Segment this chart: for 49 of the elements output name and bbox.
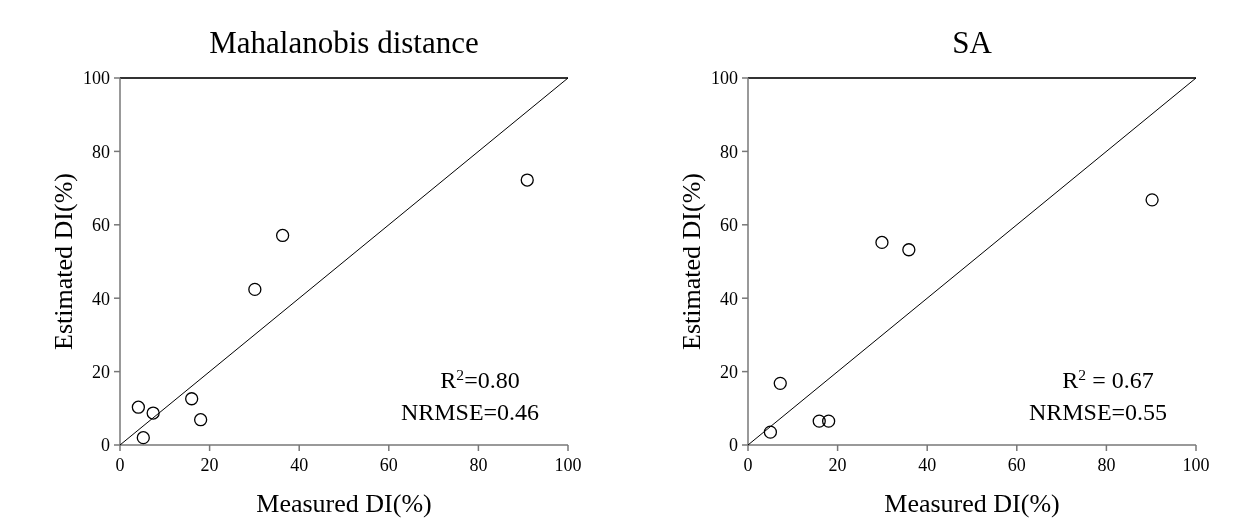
x-tick-label: 80 [1097, 455, 1116, 475]
x-tick-label: 0 [115, 455, 125, 475]
point [875, 235, 889, 250]
chart-title: SA [952, 25, 993, 60]
x-tick-label: 20 [200, 455, 219, 475]
point [773, 376, 787, 390]
chart-title: Mahalanobis distance [209, 25, 479, 60]
x-tick-label: 80 [469, 455, 488, 475]
y-tick-label: 40 [720, 288, 738, 309]
y-tick-label: 80 [720, 141, 738, 162]
x-tick-label: 40 [290, 455, 309, 475]
annotation: R$^{2}$ = 0.67 [1062, 365, 1154, 393]
y-tick-label: 0 [101, 435, 110, 456]
point [821, 414, 836, 428]
y-tick-label: 40 [92, 288, 110, 309]
point [131, 400, 146, 414]
y-tick-label: 100 [711, 68, 738, 89]
point [248, 282, 262, 297]
point [520, 173, 534, 187]
point [275, 228, 290, 243]
y-tick-label: 20 [92, 361, 110, 382]
point [185, 392, 199, 406]
point [193, 413, 208, 427]
annotation: NRMSE=0.55 [1028, 399, 1168, 425]
x-axis-title: Measured DI(%) [884, 489, 1060, 518]
x-tick-label: 100 [554, 455, 582, 475]
point [136, 431, 150, 445]
y-tick-label: 60 [92, 215, 110, 236]
x-tick-label: 0 [743, 455, 753, 475]
y-axis-title: Estimated DI(%) [677, 173, 706, 350]
point [763, 425, 778, 439]
y-tick-label: 80 [92, 141, 110, 162]
point [146, 406, 160, 420]
y-tick-label: 0 [729, 435, 738, 456]
annotation: NRMSE=0.46 [400, 399, 540, 425]
y-tick-label: 60 [720, 215, 738, 236]
point [1145, 193, 1159, 207]
y-tick-label: 20 [720, 361, 738, 382]
x-tick-label: 100 [1182, 455, 1210, 475]
x-tick-label: 60 [1007, 455, 1026, 475]
x-tick-label: 20 [828, 455, 847, 475]
point [812, 414, 826, 428]
annotation: R$^{2}$=0.80 [440, 365, 520, 393]
x-tick-label: 40 [918, 455, 937, 475]
y-tick-label: 100 [83, 68, 110, 89]
point [902, 243, 916, 257]
x-axis-title: Measured DI(%) [256, 489, 432, 518]
y-axis-title: Estimated DI(%) [49, 173, 78, 350]
x-tick-label: 60 [379, 455, 398, 475]
